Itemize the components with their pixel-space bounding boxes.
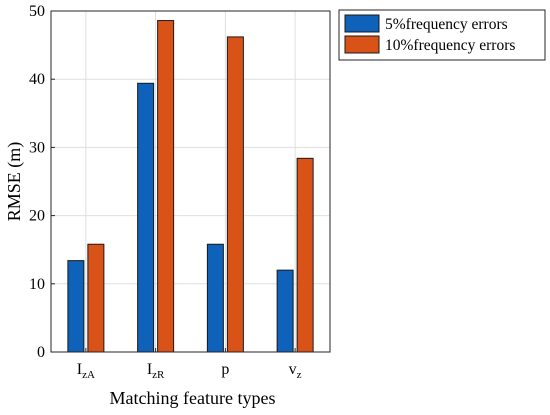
bar-series-0-cat-2 xyxy=(206,243,224,353)
x-tick-label-2: p xyxy=(221,361,229,378)
y-tick-label-0: 0 xyxy=(37,344,45,361)
bars xyxy=(67,20,314,353)
bar-series-1-cat-2 xyxy=(226,36,244,353)
bar-series-1-cat-3 xyxy=(296,157,314,353)
y-tick-label-30: 30 xyxy=(29,139,45,156)
y-axis-label: RMSE (m) xyxy=(4,142,25,222)
legend-label-5pct: 5%frequency errors xyxy=(385,16,508,33)
y-axis-ticks: 0 10 20 30 40 50 xyxy=(29,3,55,361)
bar-series-0-cat-0 xyxy=(67,260,85,353)
x-axis-label: Matching feature types xyxy=(110,388,276,408)
y-tick-label-40: 40 xyxy=(29,71,45,88)
bar-series-0-cat-3 xyxy=(276,269,294,353)
y-tick-label-20: 20 xyxy=(29,208,45,225)
x-tick-label-3: vz xyxy=(289,361,302,381)
x-axis-ticks: IzA IzR p vz xyxy=(77,348,302,381)
x-tick-label-1: IzR xyxy=(147,361,165,381)
legend-swatch-5pct xyxy=(344,14,380,33)
x-tick-label-0: IzA xyxy=(77,361,95,381)
y-tick-label-10: 10 xyxy=(29,276,45,293)
grid-lines xyxy=(51,11,330,352)
plot-area xyxy=(50,10,331,353)
legend-swatch-10pct xyxy=(344,35,380,54)
bar-series-1-cat-0 xyxy=(87,243,105,353)
y-tick-label-50: 50 xyxy=(29,3,45,20)
legend-label-10pct: 10%frequency errors xyxy=(385,37,515,54)
legend: 5%frequency errors 10%frequency errors xyxy=(338,9,546,61)
bar-series-0-cat-1 xyxy=(137,82,155,353)
bar-series-1-cat-1 xyxy=(157,20,175,353)
